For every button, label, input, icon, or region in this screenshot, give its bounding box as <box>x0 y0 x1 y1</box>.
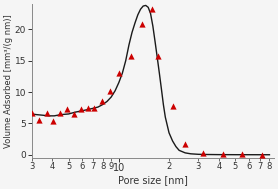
Point <box>156 55 160 58</box>
Y-axis label: Volume Adsorbed [mm³/(g nm)]: Volume Adsorbed [mm³/(g nm)] <box>4 14 13 148</box>
Point <box>183 143 187 146</box>
Point <box>29 112 34 115</box>
Point <box>36 118 41 121</box>
X-axis label: Pore size [nm]: Pore size [nm] <box>118 175 188 185</box>
Point <box>201 151 205 154</box>
Point <box>240 153 245 156</box>
Point <box>129 54 133 57</box>
Point <box>65 107 70 110</box>
Point <box>92 106 96 109</box>
Point <box>44 112 49 115</box>
Point <box>78 107 83 110</box>
Point <box>140 22 144 25</box>
Point <box>85 106 90 109</box>
Point <box>71 112 76 115</box>
Point <box>170 104 175 107</box>
Point <box>116 72 121 75</box>
Point <box>58 112 62 115</box>
Point <box>150 7 154 10</box>
Point <box>260 153 264 156</box>
Point <box>100 100 104 103</box>
Point <box>107 89 112 92</box>
Point <box>51 120 56 123</box>
Point <box>220 153 225 156</box>
